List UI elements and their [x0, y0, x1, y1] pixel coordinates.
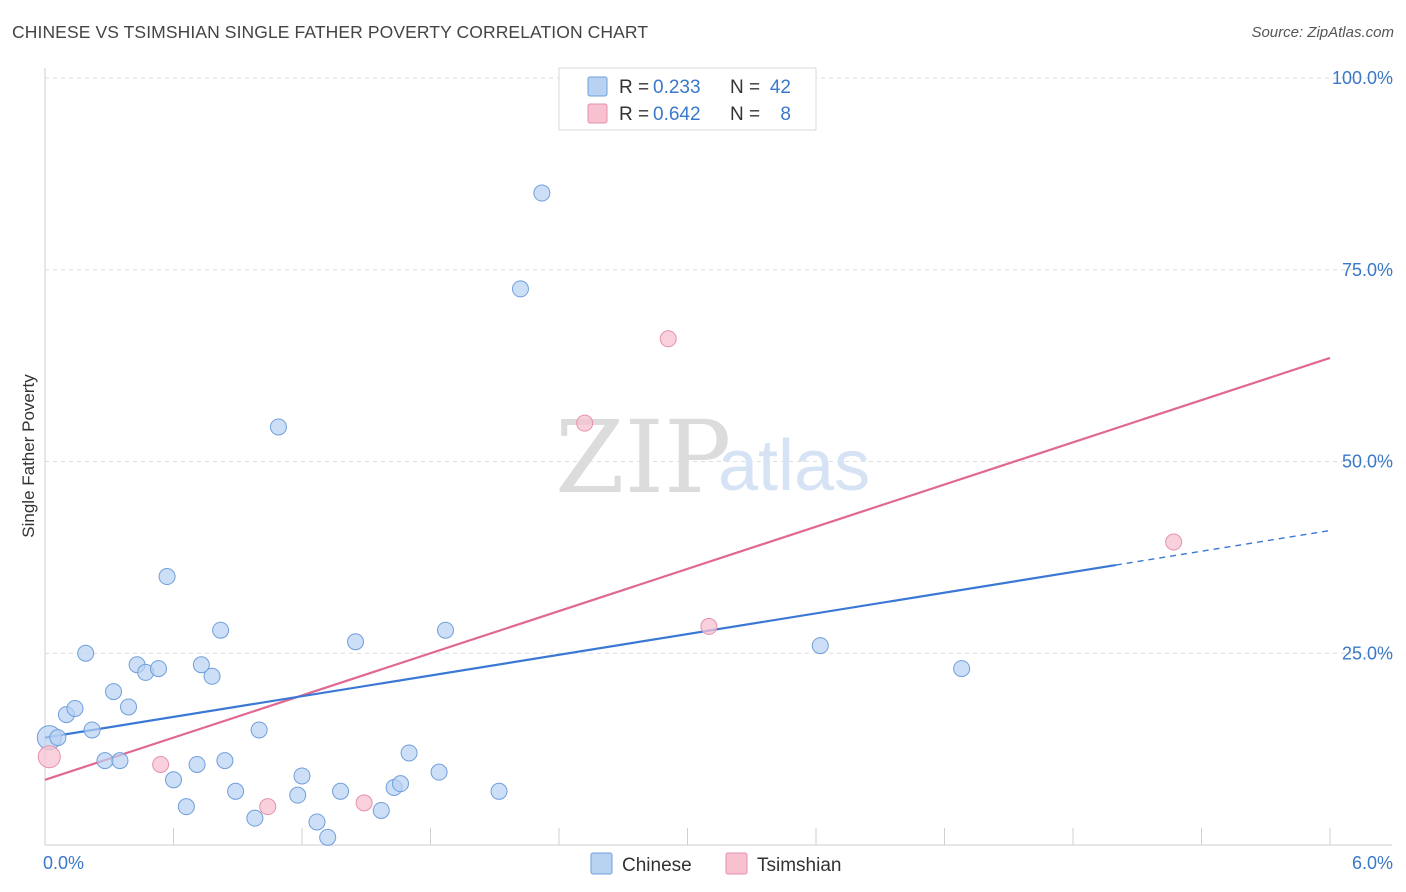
series-legend: Chinese Tsimshian	[590, 852, 841, 876]
axes	[44, 68, 1392, 846]
data-point-chinese	[192, 656, 210, 674]
data-point-chinese	[953, 660, 971, 678]
data-point-chinese	[400, 744, 418, 762]
data-point-chinese	[188, 755, 206, 773]
tick-labels: 25.0% 50.0% 75.0% 100.0% 0.0% 6.0%	[43, 68, 1393, 873]
stats-swatch-chinese	[587, 76, 608, 97]
data-points	[36, 184, 1183, 846]
y-axis-label: Single Father Poverty	[19, 374, 38, 538]
data-point-tsimshian	[37, 745, 61, 769]
data-point-chinese	[120, 698, 138, 716]
data-point-chinese	[436, 621, 454, 639]
stats-r-label-chinese: R =	[619, 77, 649, 98]
trend-line-tsimshian	[44, 356, 1331, 781]
data-point-chinese	[308, 813, 326, 831]
data-point-chinese	[96, 752, 114, 770]
data-point-chinese	[533, 184, 551, 202]
data-point-chinese	[293, 767, 311, 785]
data-point-tsimshian	[259, 798, 277, 816]
data-point-tsimshian	[576, 414, 594, 432]
data-point-chinese	[289, 786, 307, 804]
data-point-chinese	[372, 801, 390, 819]
legend-label-chinese: Chinese	[622, 855, 692, 876]
data-point-chinese	[227, 782, 245, 800]
stats-r-value-tsimshian: 0.642	[653, 104, 701, 125]
grid-lines	[45, 77, 1392, 654]
data-point-chinese	[111, 752, 129, 770]
data-point-chinese	[490, 782, 508, 800]
stats-n-value-tsimshian: 8	[780, 104, 791, 125]
data-point-chinese	[246, 809, 264, 827]
stats-r-value-chinese: 0.233	[653, 77, 701, 98]
data-point-chinese	[250, 721, 268, 739]
data-point-chinese	[105, 683, 123, 701]
data-point-chinese	[511, 280, 529, 298]
stats-legend: R = 0.233 N = 42 R = 0.642 N = 8	[558, 67, 817, 131]
legend-swatch-chinese	[590, 852, 613, 875]
data-point-chinese	[392, 775, 410, 793]
stats-r-label-tsimshian: R =	[619, 104, 649, 125]
stats-n-label-tsimshian: N =	[730, 104, 760, 125]
data-point-chinese	[319, 828, 337, 846]
stats-n-label-chinese: N =	[730, 77, 760, 98]
data-point-chinese	[332, 782, 350, 800]
y-tick-label: 100.0%	[1332, 68, 1393, 88]
stats-n-value-chinese: 42	[770, 77, 791, 98]
chart-title: CHINESE VS TSIMSHIAN SINGLE FATHER POVER…	[12, 22, 649, 42]
trend-lines	[44, 356, 1331, 781]
data-point-chinese	[216, 752, 234, 770]
data-point-chinese	[77, 644, 95, 662]
data-point-chinese	[177, 798, 195, 816]
data-point-chinese	[430, 763, 448, 781]
data-point-chinese	[811, 637, 829, 655]
data-point-chinese	[83, 721, 101, 739]
data-point-chinese	[150, 660, 168, 678]
data-point-chinese	[347, 633, 365, 651]
watermark-atlas: atlas	[718, 426, 870, 506]
data-point-chinese	[212, 621, 230, 639]
data-point-chinese	[66, 699, 84, 717]
data-point-tsimshian	[152, 755, 170, 773]
data-point-chinese	[269, 418, 287, 436]
watermark: ZIP atlas	[555, 399, 870, 516]
stats-swatch-tsimshian	[587, 103, 608, 124]
data-point-chinese	[203, 667, 221, 685]
y-tick-label: 25.0%	[1342, 643, 1393, 663]
data-point-chinese	[49, 729, 67, 747]
trend-line-chinese-extension	[1115, 529, 1331, 566]
data-point-tsimshian	[355, 794, 373, 812]
legend-label-tsimshian: Tsimshian	[757, 855, 841, 876]
data-point-tsimshian	[1165, 533, 1183, 551]
x-tick-label: 0.0%	[43, 853, 84, 873]
legend-swatch-tsimshian	[725, 852, 748, 875]
source-label: Source: ZipAtlas.com	[1251, 24, 1394, 41]
trend-line-chinese	[44, 563, 1117, 739]
y-tick-label: 50.0%	[1342, 452, 1393, 472]
data-point-tsimshian	[700, 617, 718, 635]
data-point-tsimshian	[659, 330, 677, 348]
data-point-chinese	[165, 771, 182, 789]
data-point-chinese	[158, 568, 176, 586]
x-tick-label: 6.0%	[1352, 853, 1393, 873]
y-tick-label: 75.0%	[1342, 260, 1393, 280]
